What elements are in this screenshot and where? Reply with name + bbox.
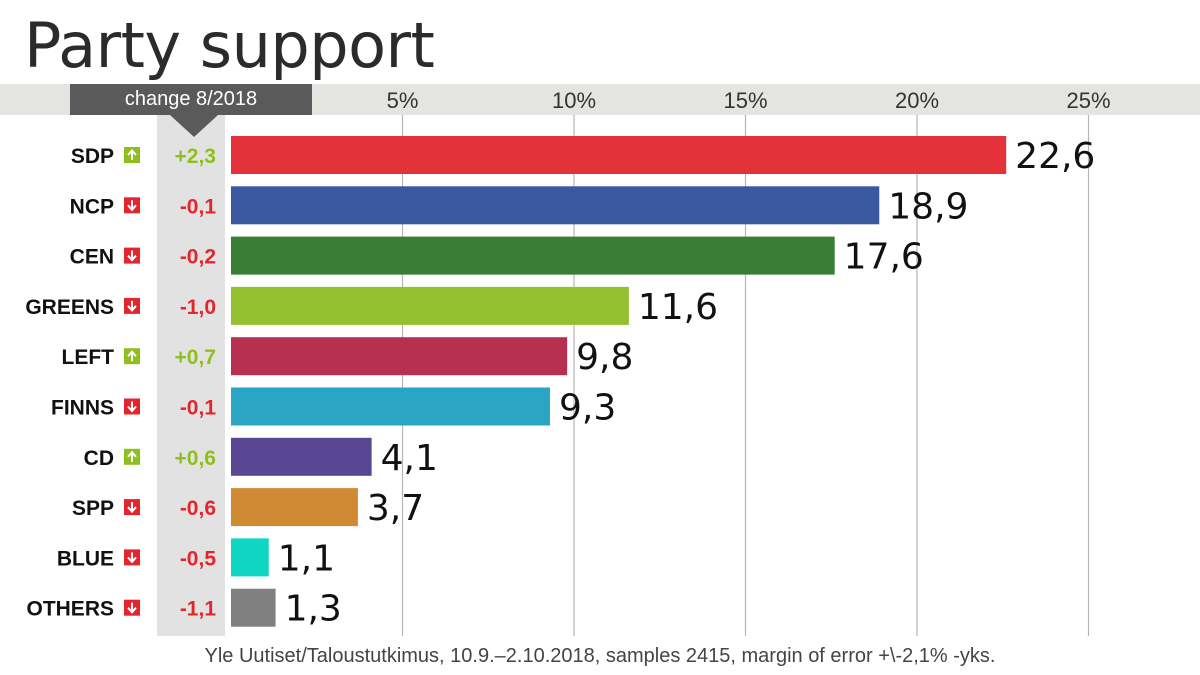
row-labels: 22,6 SDP +2,3 18,9 NCP -0,1 17,6 CEN -0,2 11,6 GRE… [25,136,1095,630]
change-label: -0,5 [180,547,217,570]
change-header: change 8/2018 [70,84,312,115]
change-label: +0,6 [175,447,216,470]
party-label: BLUE [57,547,114,570]
value-label: 17,6 [844,237,924,278]
bar-finns [231,387,550,426]
change-label: +2,3 [175,145,216,168]
bar-cen [231,236,835,275]
party-label: LEFT [62,346,115,369]
x-tick-label: 20% [895,88,939,113]
change-label: -0,1 [180,397,217,420]
party-label: GREENS [25,296,114,319]
bar-ncp [231,186,880,225]
arrow-down-icon [124,247,140,264]
value-label: 9,8 [576,337,633,378]
x-axis-ticks: 5% 10% 15% 20% 25% [387,88,1111,113]
party-label: FINNS [51,397,114,420]
value-label: 18,9 [888,186,968,227]
x-tick-label: 5% [387,88,419,113]
value-label: 1,1 [278,538,335,579]
change-label: +0,7 [175,346,216,369]
arrow-down-icon [124,398,140,415]
value-label: 9,3 [559,388,616,429]
bar-chart: 5% 10% 15% 20% 25% 22,6 SDP +2,3 18,9 NCP -0,1 17,… [25,88,1111,636]
value-label: 22,6 [1015,136,1095,177]
arrow-down-icon [124,549,140,566]
arrow-down-icon [124,499,140,516]
bar-spp [231,488,358,527]
x-tick-label: 15% [723,88,767,113]
x-tick-label: 25% [1066,88,1110,113]
bar-blue [231,538,269,577]
change-label: -1,0 [180,296,216,319]
bar-sdp [231,136,1007,174]
change-column [157,115,225,636]
chart-title: Party support [24,9,435,82]
arrow-up-icon [124,448,140,465]
value-label: 11,6 [638,287,718,328]
change-header-pointer [170,115,218,137]
party-label: SPP [72,497,114,520]
value-label: 3,7 [367,488,424,529]
bar-others [231,588,276,627]
bars [231,136,1007,627]
x-tick-label: 10% [552,88,596,113]
arrow-up-icon [124,147,140,163]
value-label: 4,1 [381,438,438,479]
party-label: SDP [71,145,114,168]
source-note: Yle Uutiset/Taloustutkimus, 10.9.–2.10.2… [204,645,996,667]
bar-left [231,337,568,376]
change-label: -0,1 [180,195,217,218]
party-label: OTHERS [26,598,114,621]
party-label: NCP [70,195,114,218]
arrow-down-icon [124,197,140,214]
bar-greens [231,286,629,325]
arrow-down-icon [124,297,140,314]
value-label: 1,3 [285,589,342,630]
bar-cd [231,437,372,476]
party-label: CEN [70,246,114,269]
change-label: -0,2 [180,246,216,269]
change-label: -1,1 [180,598,217,621]
arrow-up-icon [124,348,140,365]
arrow-down-icon [124,599,140,616]
party-label: CD [84,447,114,470]
change-label: -0,6 [180,497,216,520]
